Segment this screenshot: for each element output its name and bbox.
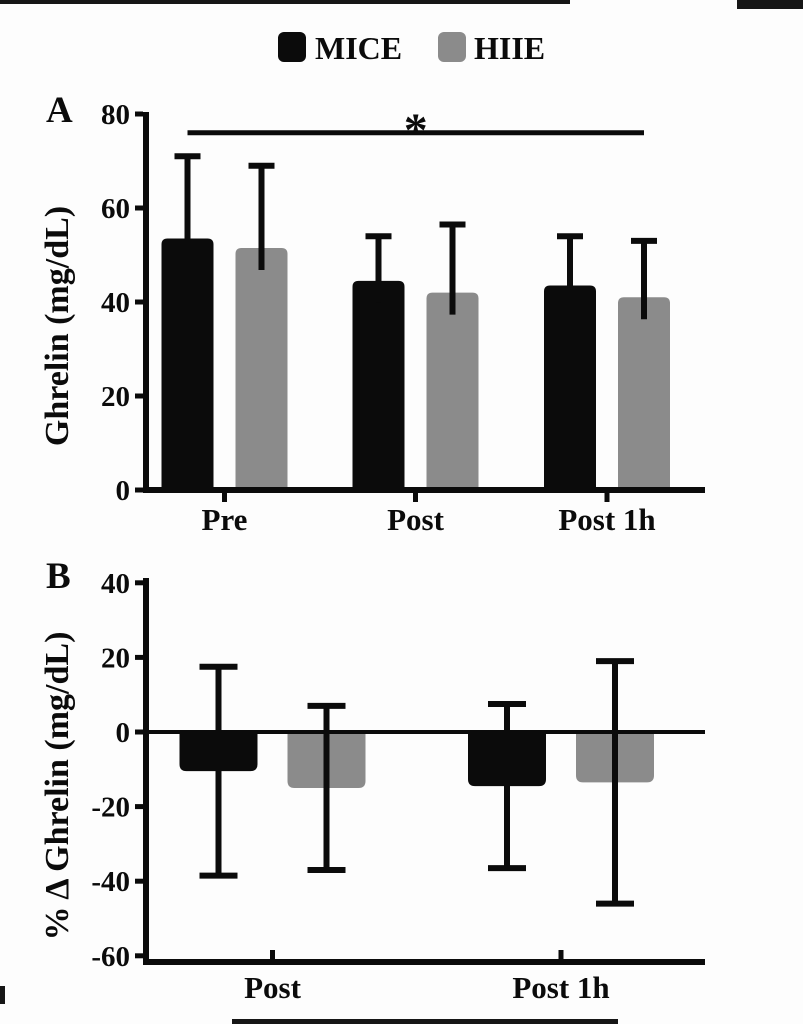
error-bar	[174, 153, 201, 261]
panel-a-bar-mice-post	[352, 280, 405, 492]
error-bar	[248, 162, 275, 270]
scan-artifact	[0, 986, 5, 1004]
legend	[278, 32, 466, 62]
legend-label-hiie: HIIE	[474, 30, 545, 66]
panel-a-y-tick-label: 80	[101, 99, 130, 131]
panel-b-y-tick-label: -20	[91, 792, 130, 824]
panel-b-y-tick-label: 0	[116, 717, 131, 749]
panel-b-y-tick-label: -60	[91, 941, 130, 973]
panel-b-x-tick-label: Post 1h	[512, 970, 609, 1005]
scan-artifact	[232, 1019, 618, 1024]
error-bar	[199, 663, 238, 879]
scan-artifact	[0, 0, 570, 4]
panel-b	[135, 578, 705, 965]
panel-a-bar-hiie-post	[426, 292, 479, 492]
panel-a-x-tick-label: Post 1h	[558, 502, 655, 537]
panel-a-bar-hiie-post1h	[618, 297, 670, 492]
panel-a-y-tick-label: 40	[101, 287, 130, 319]
legend-label-mice: MICE	[315, 30, 402, 66]
error-bar	[365, 233, 392, 303]
error-bar	[557, 233, 583, 308]
error-bar	[439, 221, 466, 315]
panel-a-y-axis-title: Ghrelin (mg/dL)	[39, 206, 76, 446]
black-square-icon	[278, 32, 306, 62]
panel-a-bar-mice-pre	[161, 238, 214, 492]
panel-a-y-tick-label: 0	[116, 475, 131, 507]
panel-a-letter: A	[46, 90, 73, 131]
error-bar	[631, 237, 657, 320]
error-bar	[596, 658, 634, 907]
panel-b-y-axis-title: % Δ Ghrelin (mg/dL)	[39, 632, 76, 941]
panel-a-x-tick-label: Pre	[202, 502, 248, 537]
panel-a	[135, 111, 705, 502]
panel-b-x-tick-label: Post	[244, 970, 302, 1005]
panel-b-y-tick-label: -40	[91, 866, 130, 898]
scan-artifact	[737, 0, 803, 9]
panel-a-x-tick-label: Post	[387, 502, 445, 537]
panel-a-y-tick-label: 60	[101, 193, 130, 225]
panel-b-y-tick-label: 40	[101, 568, 130, 600]
panel-b-y-tick-label: 20	[101, 642, 130, 674]
gray-square-icon	[438, 32, 466, 62]
panel-a-bar-mice-post1h	[544, 285, 596, 492]
panel-a-bar-hiie-pre	[235, 247, 288, 492]
panel-a-y-tick-label: 20	[101, 381, 130, 413]
significance-asterisk: *	[404, 104, 428, 157]
panel-b-letter: B	[46, 556, 71, 597]
